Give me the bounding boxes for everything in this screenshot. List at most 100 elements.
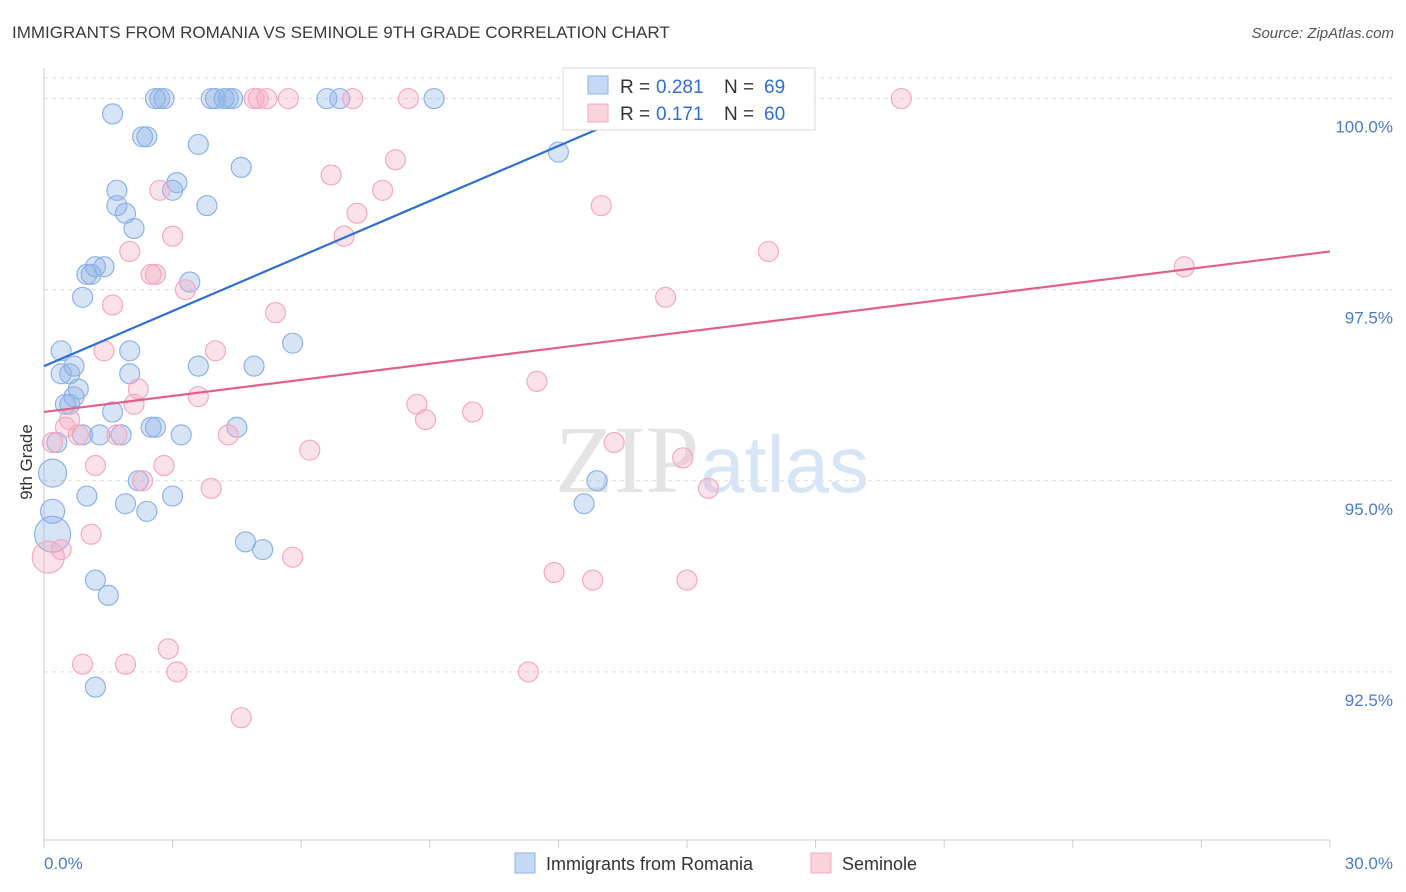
romania-point (93, 256, 115, 278)
bottom-legend-label-romania: Immigrants from Romania (546, 854, 754, 874)
seminole-point (84, 454, 107, 477)
seminole-point (333, 225, 355, 247)
y-tick-label: 95.0% (1345, 500, 1393, 519)
seminole-point (119, 240, 141, 263)
romania-point (67, 378, 89, 400)
seminole-point (247, 87, 269, 110)
seminole-point (157, 638, 179, 660)
seminole-point (200, 477, 222, 499)
seminole-point (320, 164, 342, 186)
seminole-point (384, 149, 407, 171)
y-tick-label: 92.5% (1345, 691, 1393, 710)
seminole-point (101, 294, 124, 316)
bottom-legend-swatch-romania (514, 852, 536, 874)
romania-point (187, 355, 209, 377)
chart-title: IMMIGRANTS FROM ROMANIA VS SEMINOLE 9TH … (12, 23, 670, 42)
romania-point (101, 401, 124, 423)
legend-swatch-seminole (587, 103, 609, 123)
seminole-point (149, 179, 171, 201)
romania-point (84, 676, 107, 698)
seminole-trend-line (43, 250, 1331, 414)
seminole-point (153, 454, 175, 477)
watermark: ZIP atlas (555, 406, 869, 513)
seminole-point (80, 523, 102, 545)
seminole-point (526, 370, 548, 392)
seminole-point (890, 87, 912, 110)
seminole-point (71, 653, 94, 675)
legend-n-label-seminole: N = (724, 104, 754, 125)
seminole-point (187, 386, 209, 408)
romania-point (84, 256, 107, 278)
seminole-point (204, 340, 227, 362)
romania-point (230, 156, 252, 178)
y-axis-label: 9th Grade (17, 424, 36, 500)
legend-r-label-romania: R = (620, 77, 650, 98)
seminole-point (217, 424, 239, 446)
legend-n-value-seminole: 60 (764, 104, 785, 125)
romania-point (89, 424, 111, 446)
seminole-point (144, 263, 167, 285)
seminole-point (603, 431, 625, 454)
romania-point (106, 194, 128, 217)
legend-n-value-romania: 69 (764, 77, 785, 98)
romania-point (226, 416, 248, 438)
romania-point (329, 87, 351, 110)
romania-point (252, 538, 274, 561)
seminole-point (372, 179, 394, 201)
seminole-point (462, 401, 484, 423)
y-tick-label: 97.5% (1345, 309, 1393, 328)
source-label: Source: ZipAtlas.com (1251, 25, 1394, 42)
romania-point (153, 87, 175, 110)
romania-point (162, 485, 184, 507)
seminole-point (31, 540, 65, 574)
romania-point (282, 332, 304, 354)
romania-point (33, 515, 72, 553)
seminole-point (582, 569, 604, 591)
romania-point (84, 569, 107, 591)
seminole-point (256, 87, 278, 110)
seminole-point (50, 538, 72, 561)
seminole-point (127, 378, 149, 400)
romania-point (76, 485, 98, 507)
seminole-point (414, 409, 437, 431)
seminole-point (590, 194, 612, 217)
series-legend: Immigrants from Romania Seminole (514, 852, 917, 874)
romania-point (63, 355, 85, 377)
seminole-point (697, 477, 720, 499)
romania-point (97, 584, 119, 607)
legend-r-label-seminole: R = (620, 104, 650, 125)
series-seminole-points (31, 87, 1195, 729)
seminole-point (230, 707, 252, 729)
bottom-legend-swatch-seminole (810, 852, 832, 874)
seminole-point (106, 424, 128, 446)
seminole-point (397, 87, 419, 110)
legend-swatch-romania (587, 75, 609, 95)
romania-point (123, 217, 145, 240)
seminole-point (174, 279, 197, 301)
romania-point (136, 126, 158, 148)
romania-point (573, 493, 595, 515)
romania-point (114, 493, 137, 515)
seminole-point (277, 87, 299, 110)
romania-point (71, 286, 94, 308)
legend-r-value-seminole: 0.171 (656, 104, 704, 125)
bottom-legend-label-seminole: Seminole (842, 854, 917, 874)
watermark-atlas: atlas (700, 420, 869, 509)
x-tick-label-min: 0.0% (44, 854, 83, 873)
seminole-point (676, 569, 698, 591)
seminole-point (131, 470, 154, 492)
legend-r-value-romania: 0.281 (656, 77, 704, 98)
seminole-point (162, 225, 184, 247)
seminole-point (346, 202, 368, 224)
seminole-point (114, 653, 137, 675)
seminole-point (1173, 256, 1195, 278)
seminole-point (654, 286, 677, 308)
romania-point (187, 133, 209, 156)
romania-point (39, 498, 66, 524)
y-tick-labels: 92.5% 95.0% 97.5% 100.0% (1335, 118, 1393, 710)
romania-point (243, 355, 265, 377)
romania-point (119, 340, 141, 362)
romania-point (316, 87, 338, 110)
romania-point (101, 103, 124, 125)
